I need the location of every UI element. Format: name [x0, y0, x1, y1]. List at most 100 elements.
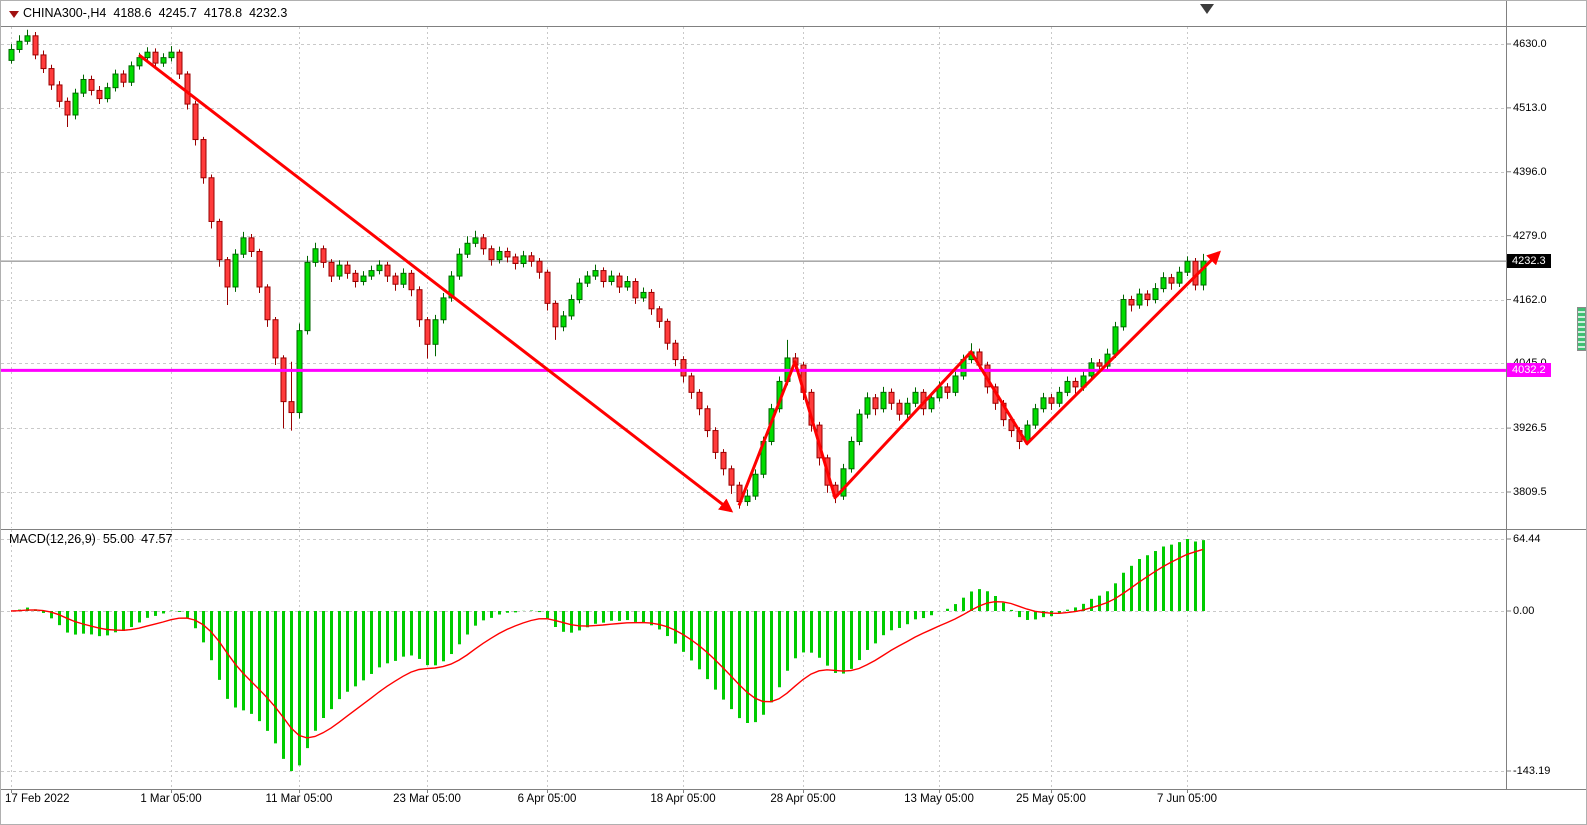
symbol-title: CHINA300-,H4 [23, 6, 107, 20]
candle-body [200, 139, 207, 179]
candle-body [32, 35, 39, 56]
candle-body [312, 248, 319, 263]
macd-header: MACD(12,26,9) 55.00 47.57 [9, 532, 172, 546]
macd-label: MACD(12,26,9) [9, 532, 96, 546]
candle-body [488, 248, 495, 261]
time-tick-label: 7 Jun 05:00 [1156, 793, 1218, 805]
candle-body [272, 319, 279, 359]
candle-body [232, 253, 239, 288]
candle-body [248, 237, 255, 252]
candle-body [160, 57, 167, 64]
axis-scroll-handle[interactable] [1577, 307, 1586, 351]
candle-body [704, 408, 711, 432]
candle-body [752, 473, 759, 497]
candle-body [16, 40, 23, 50]
candle-body [464, 242, 471, 255]
price-tick-label: 3809.5 [1513, 485, 1547, 498]
candle-body [152, 51, 159, 64]
candle-body [120, 73, 127, 83]
candle-body [128, 65, 135, 83]
candle-body [280, 357, 287, 403]
symbol-dropdown-icon[interactable] [9, 11, 19, 18]
candle-body [552, 302, 559, 328]
candle-body [304, 261, 311, 332]
candle-body [896, 402, 903, 415]
shift-marker-layer[interactable] [1200, 4, 1214, 14]
macd-tick-label: -143.19 [1513, 765, 1551, 777]
current-price-badge: 4232.3 [1507, 254, 1551, 269]
trend-arrow-down [138, 53, 734, 513]
chart-shift-marker [1200, 4, 1214, 14]
candle-body [648, 291, 655, 310]
candle-body [144, 51, 151, 59]
candle-body [688, 375, 695, 393]
ohlc-close: 4232.3 [249, 6, 288, 20]
candle-body [584, 275, 591, 284]
candle-body [696, 391, 703, 410]
candle-body [264, 286, 271, 321]
candle-body [192, 103, 199, 141]
price-tick-label: 4396.0 [1513, 165, 1547, 178]
candle-body [48, 68, 55, 86]
candle-body [712, 430, 719, 453]
price-tick-label: 4162.0 [1513, 293, 1547, 306]
price-tick-label: 4630.0 [1513, 38, 1547, 50]
candle-body [376, 264, 383, 272]
candle-body [944, 386, 951, 393]
candle-body [1168, 277, 1175, 284]
hline-price-badge: 4032.2 [1507, 363, 1551, 378]
candle-body [904, 402, 911, 415]
candle-body [1136, 293, 1143, 306]
candle-body [432, 319, 439, 345]
candle-body [504, 250, 511, 258]
candle-body [880, 391, 887, 410]
time-tick-label: 1 Mar 05:00 [140, 793, 202, 805]
candles-layer [1, 29, 1506, 509]
candle-body [368, 270, 375, 277]
candle-body [744, 495, 751, 503]
drawn-objects[interactable] [1, 53, 1506, 513]
candle-body [352, 272, 359, 283]
time-tick-label: 17 Feb 2022 [5, 793, 70, 805]
candle-body [1144, 293, 1151, 301]
candle-body [1200, 260, 1207, 286]
candle-body [168, 51, 175, 59]
candle-body [664, 320, 671, 344]
candle-body [400, 272, 407, 285]
candle-body [328, 261, 335, 277]
candle-body [728, 468, 735, 486]
time-tick-label: 11 Mar 05:00 [265, 793, 333, 805]
candle-body [536, 260, 543, 273]
candle-body [912, 391, 919, 404]
macd-signal-value: 47.57 [141, 532, 173, 546]
candle-body [104, 87, 111, 100]
candle-body [112, 73, 119, 89]
candle-body [384, 264, 391, 277]
candle-body [8, 48, 15, 61]
candle-body [616, 275, 623, 288]
candle-body [592, 270, 599, 277]
candle-body [672, 342, 679, 361]
candle-body [1128, 299, 1135, 306]
candle-body [1056, 391, 1063, 404]
candle-body [888, 391, 895, 404]
candle-body [1040, 397, 1047, 410]
gridlines [1, 27, 1506, 788]
candle-body [40, 54, 47, 70]
macd-main-value: 55.00 [102, 532, 135, 546]
candle-body [928, 397, 935, 410]
price-tick-label: 4279.0 [1513, 229, 1547, 242]
zigzag-arrow [737, 250, 1221, 506]
candle-body [320, 248, 327, 263]
candle-body [344, 264, 351, 274]
candle-body [624, 281, 631, 288]
candle-body [1184, 260, 1191, 273]
candle-body [240, 237, 247, 255]
candle-body [496, 250, 503, 261]
candle-body [608, 275, 615, 283]
candle-body [864, 397, 871, 415]
ohlc-high: 4245.7 [158, 6, 197, 20]
candle-body [208, 177, 215, 222]
candle-body [856, 413, 863, 442]
